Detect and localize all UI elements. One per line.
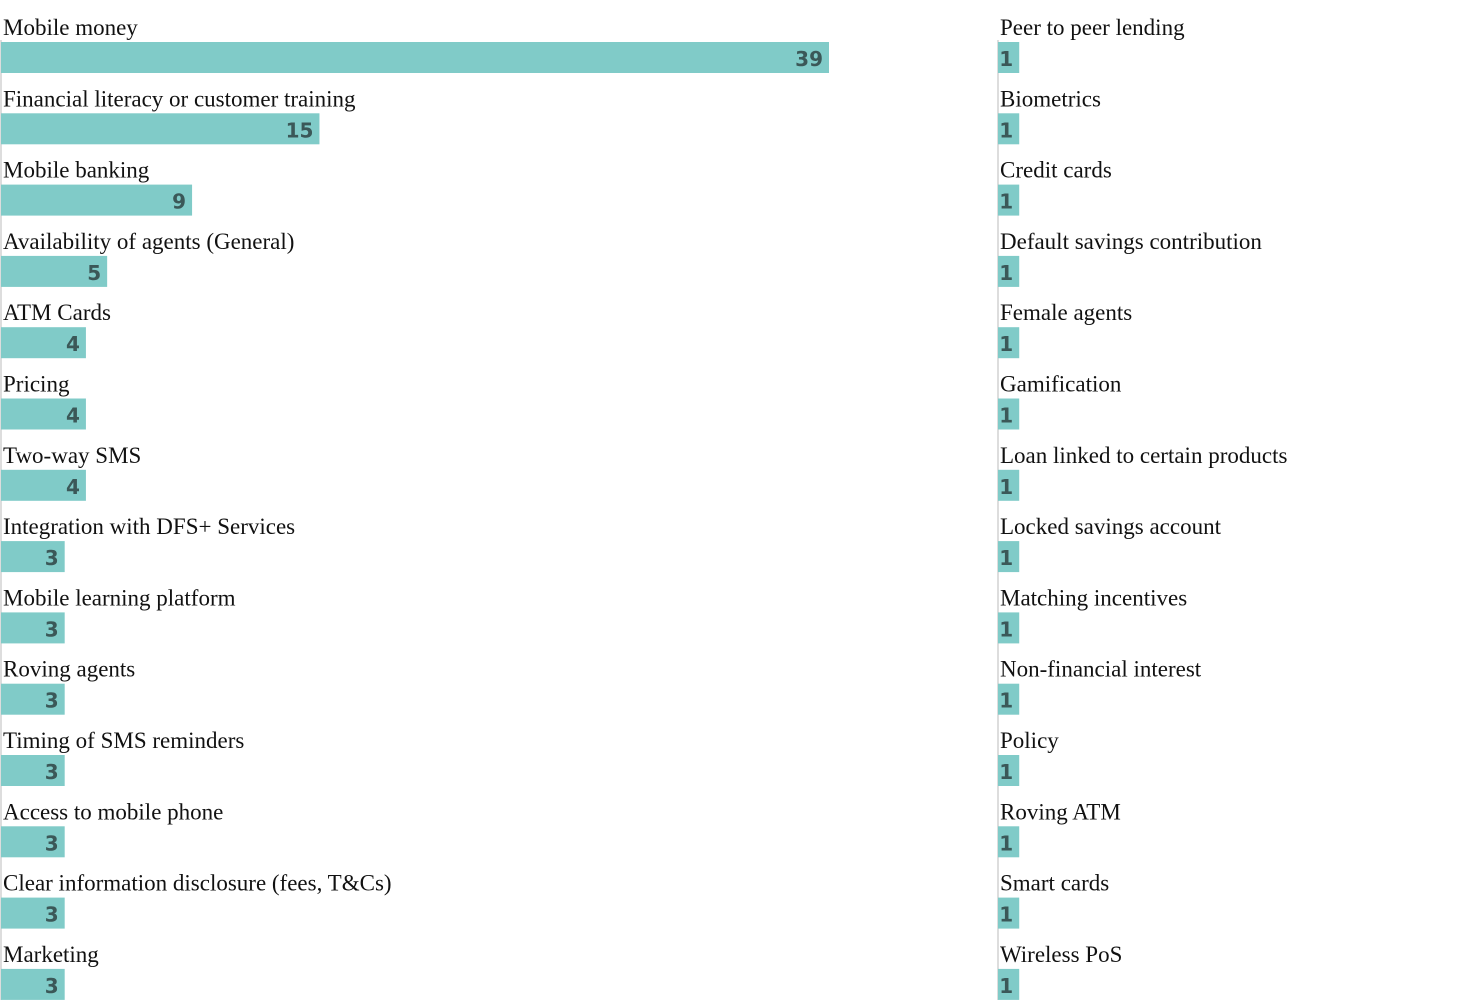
- category-label: Access to mobile phone: [3, 799, 223, 824]
- category-label: Gamification: [1000, 372, 1122, 397]
- category-label: ATM Cards: [3, 300, 111, 325]
- bar: [998, 897, 1020, 929]
- category-label: Policy: [1000, 728, 1059, 753]
- value-label: 3: [45, 831, 59, 855]
- category-label: Mobile banking: [3, 158, 150, 183]
- value-label: 3: [45, 903, 59, 927]
- value-label: 1: [999, 47, 1013, 71]
- value-label: 5: [87, 261, 101, 285]
- value-label: 9: [172, 190, 186, 214]
- value-label: 1: [999, 831, 1013, 855]
- value-label: 3: [45, 760, 59, 784]
- value-label: 15: [286, 118, 314, 142]
- bar: [1, 826, 65, 858]
- value-label: 1: [999, 118, 1013, 142]
- category-label: Wireless PoS: [1000, 942, 1122, 967]
- category-label: Smart cards: [1000, 871, 1109, 896]
- bar: [1, 469, 86, 501]
- category-label: Female agents: [1000, 300, 1132, 325]
- category-label: Availability of agents (General): [3, 229, 294, 254]
- value-label: 3: [45, 689, 59, 713]
- category-label: Two-way SMS: [3, 443, 141, 468]
- value-label: 1: [999, 332, 1013, 356]
- value-label: 1: [999, 760, 1013, 784]
- category-label: Credit cards: [1000, 158, 1112, 183]
- bar: [998, 113, 1020, 145]
- category-label: Clear information disclosure (fees, T&Cs…: [3, 871, 392, 896]
- bar: [998, 683, 1020, 715]
- category-label: Roving ATM: [1000, 799, 1121, 824]
- category-label: Mobile money: [3, 15, 138, 40]
- value-label: 1: [999, 261, 1013, 285]
- category-label: Financial literacy or customer training: [3, 86, 356, 111]
- bar: [998, 42, 1020, 73]
- value-label: 1: [999, 974, 1013, 998]
- bar: [998, 184, 1020, 216]
- value-label: 1: [999, 190, 1013, 214]
- value-label: 1: [999, 546, 1013, 570]
- category-label: Pricing: [3, 372, 70, 397]
- category-label: Loan linked to certain products: [1000, 443, 1287, 468]
- bar: [998, 541, 1020, 573]
- category-label: Integration with DFS+ Services: [3, 514, 295, 539]
- category-label: Peer to peer lending: [1000, 15, 1185, 40]
- bar: [1, 612, 65, 644]
- bar: [998, 255, 1020, 287]
- bar: [1, 184, 193, 216]
- value-label: 3: [45, 974, 59, 998]
- category-label: Roving agents: [3, 657, 135, 682]
- bar: [998, 469, 1020, 501]
- bar: [1, 113, 320, 145]
- category-label: Locked savings account: [1000, 514, 1222, 539]
- category-label: Matching incentives: [1000, 585, 1187, 610]
- bar: [998, 327, 1020, 359]
- bar: [1, 398, 86, 430]
- value-label: 1: [999, 903, 1013, 927]
- bar: [998, 968, 1020, 1000]
- value-label: 1: [999, 617, 1013, 641]
- value-label: 3: [45, 546, 59, 570]
- bar: [998, 755, 1020, 786]
- category-label: Marketing: [3, 942, 99, 967]
- category-label: Mobile learning platform: [3, 585, 236, 610]
- value-label: 1: [999, 404, 1013, 428]
- value-label: 4: [66, 404, 80, 428]
- bar: [1, 42, 829, 73]
- bar: [998, 398, 1020, 430]
- value-label: 39: [795, 47, 823, 71]
- bar: [1, 683, 65, 715]
- value-label: 1: [999, 689, 1013, 713]
- category-label: Biometrics: [1000, 86, 1101, 111]
- value-label: 3: [45, 617, 59, 641]
- bar: [1, 255, 108, 287]
- category-label: Timing of SMS reminders: [3, 728, 244, 753]
- bar: [1, 327, 86, 359]
- bar: [1, 897, 65, 929]
- value-label: 4: [66, 475, 80, 499]
- value-label: 1: [999, 475, 1013, 499]
- bar: [1, 968, 65, 1000]
- bar: [1, 541, 65, 573]
- bar: [1, 755, 65, 786]
- value-label: 4: [66, 332, 80, 356]
- bar: [998, 612, 1020, 644]
- bar: [998, 826, 1020, 858]
- category-label: Non-financial interest: [1000, 657, 1202, 682]
- category-label: Default savings contribution: [1000, 229, 1262, 254]
